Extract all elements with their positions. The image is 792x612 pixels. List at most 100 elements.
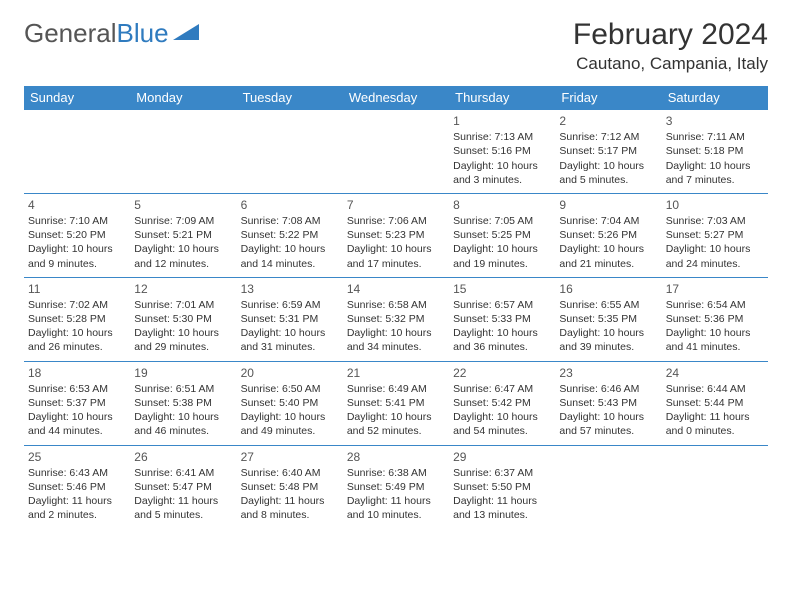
sunset-line: Sunset: 5:31 PM (241, 312, 339, 326)
calendar-day-cell: 14Sunrise: 6:58 AMSunset: 5:32 PMDayligh… (343, 277, 449, 361)
day-number: 25 (28, 449, 126, 465)
sunrise-line: Sunrise: 7:09 AM (134, 214, 232, 228)
sunrise-line: Sunrise: 6:53 AM (28, 382, 126, 396)
calendar-day-cell: 19Sunrise: 6:51 AMSunset: 5:38 PMDayligh… (130, 361, 236, 445)
sunrise-line: Sunrise: 7:13 AM (453, 130, 551, 144)
sunset-line: Sunset: 5:17 PM (559, 144, 657, 158)
sunset-line: Sunset: 5:40 PM (241, 396, 339, 410)
calendar-day-cell: 9Sunrise: 7:04 AMSunset: 5:26 PMDaylight… (555, 193, 661, 277)
sunset-line: Sunset: 5:49 PM (347, 480, 445, 494)
calendar-day-cell: 18Sunrise: 6:53 AMSunset: 5:37 PMDayligh… (24, 361, 130, 445)
daylight-line: Daylight: 10 hours and 17 minutes. (347, 242, 445, 270)
sunrise-line: Sunrise: 7:12 AM (559, 130, 657, 144)
calendar-empty-cell (662, 445, 768, 528)
day-number: 27 (241, 449, 339, 465)
daylight-line: Daylight: 10 hours and 24 minutes. (666, 242, 764, 270)
calendar-day-cell: 29Sunrise: 6:37 AMSunset: 5:50 PMDayligh… (449, 445, 555, 528)
sunrise-line: Sunrise: 7:02 AM (28, 298, 126, 312)
daylight-line: Daylight: 10 hours and 57 minutes. (559, 410, 657, 438)
sunset-line: Sunset: 5:20 PM (28, 228, 126, 242)
sunset-line: Sunset: 5:22 PM (241, 228, 339, 242)
calendar-day-cell: 26Sunrise: 6:41 AMSunset: 5:47 PMDayligh… (130, 445, 236, 528)
sunrise-line: Sunrise: 7:10 AM (28, 214, 126, 228)
daylight-line: Daylight: 11 hours and 8 minutes. (241, 494, 339, 522)
sunset-line: Sunset: 5:42 PM (453, 396, 551, 410)
calendar-week-row: 4Sunrise: 7:10 AMSunset: 5:20 PMDaylight… (24, 193, 768, 277)
title-block: February 2024 Cautano, Campania, Italy (573, 18, 768, 74)
day-number: 28 (347, 449, 445, 465)
sunset-line: Sunset: 5:41 PM (347, 396, 445, 410)
sunset-line: Sunset: 5:18 PM (666, 144, 764, 158)
daylight-line: Daylight: 11 hours and 13 minutes. (453, 494, 551, 522)
daylight-line: Daylight: 10 hours and 9 minutes. (28, 242, 126, 270)
calendar-body: 1Sunrise: 7:13 AMSunset: 5:16 PMDaylight… (24, 110, 768, 529)
logo-text-general: General (24, 18, 117, 49)
sunset-line: Sunset: 5:25 PM (453, 228, 551, 242)
sunrise-line: Sunrise: 6:50 AM (241, 382, 339, 396)
weekday-header: Sunday (24, 86, 130, 110)
sunset-line: Sunset: 5:28 PM (28, 312, 126, 326)
sunrise-line: Sunrise: 6:37 AM (453, 466, 551, 480)
sunrise-line: Sunrise: 6:49 AM (347, 382, 445, 396)
calendar-day-cell: 3Sunrise: 7:11 AMSunset: 5:18 PMDaylight… (662, 110, 768, 194)
calendar-empty-cell (24, 110, 130, 194)
day-number: 10 (666, 197, 764, 213)
sunrise-line: Sunrise: 6:57 AM (453, 298, 551, 312)
sunrise-line: Sunrise: 6:41 AM (134, 466, 232, 480)
header: GeneralBlue February 2024 Cautano, Campa… (24, 18, 768, 74)
daylight-line: Daylight: 11 hours and 5 minutes. (134, 494, 232, 522)
calendar-day-cell: 28Sunrise: 6:38 AMSunset: 5:49 PMDayligh… (343, 445, 449, 528)
sunrise-line: Sunrise: 6:58 AM (347, 298, 445, 312)
day-number: 11 (28, 281, 126, 297)
calendar-week-row: 11Sunrise: 7:02 AMSunset: 5:28 PM Dayligh… (24, 277, 768, 361)
sunset-line: Sunset: 5:21 PM (134, 228, 232, 242)
calendar-day-cell: 21Sunrise: 6:49 AMSunset: 5:41 PMDayligh… (343, 361, 449, 445)
day-number: 7 (347, 197, 445, 213)
sunset-line: Sunset: 5:26 PM (559, 228, 657, 242)
day-number: 18 (28, 365, 126, 381)
daylight-line: Daylight: 10 hours and 3 minutes. (453, 159, 551, 187)
daylight-line: Daylight: 10 hours and 5 minutes. (559, 159, 657, 187)
daylight-line: Daylight: 10 hours and 41 minutes. (666, 326, 764, 354)
sunrise-line: Sunrise: 6:51 AM (134, 382, 232, 396)
daylight-line: Daylight: 10 hours and 29 minutes. (134, 326, 232, 354)
sunrise-line: Sunrise: 6:44 AM (666, 382, 764, 396)
daylight-line: Daylight: 10 hours and 12 minutes. (134, 242, 232, 270)
calendar-day-cell: 20Sunrise: 6:50 AMSunset: 5:40 PMDayligh… (237, 361, 343, 445)
weekday-header: Wednesday (343, 86, 449, 110)
calendar-day-cell: 23Sunrise: 6:46 AMSunset: 5:43 PMDayligh… (555, 361, 661, 445)
calendar-day-cell: 10Sunrise: 7:03 AMSunset: 5:27 PMDayligh… (662, 193, 768, 277)
sunrise-line: Sunrise: 6:43 AM (28, 466, 126, 480)
day-number: 17 (666, 281, 764, 297)
daylight-line: Daylight: 10 hours and 39 minutes. (559, 326, 657, 354)
daylight-line: Daylight: 11 hours and 0 minutes. (666, 410, 764, 438)
sunset-line: Sunset: 5:50 PM (453, 480, 551, 494)
daylight-line: Daylight: 10 hours and 52 minutes. (347, 410, 445, 438)
calendar-day-cell: 16Sunrise: 6:55 AMSunset: 5:35 PMDayligh… (555, 277, 661, 361)
calendar-day-cell: 17Sunrise: 6:54 AMSunset: 5:36 PMDayligh… (662, 277, 768, 361)
sunrise-line: Sunrise: 7:11 AM (666, 130, 764, 144)
calendar-day-cell: 7Sunrise: 7:06 AMSunset: 5:23 PMDaylight… (343, 193, 449, 277)
logo-triangle-icon (173, 18, 201, 49)
calendar-empty-cell (343, 110, 449, 194)
daylight-line: Daylight: 10 hours and 34 minutes. (347, 326, 445, 354)
day-number: 15 (453, 281, 551, 297)
sunset-line: Sunset: 5:23 PM (347, 228, 445, 242)
sunrise-line: Sunrise: 6:38 AM (347, 466, 445, 480)
sunrise-line: Sunrise: 6:40 AM (241, 466, 339, 480)
sunset-line: Sunset: 5:46 PM (28, 480, 126, 494)
day-number: 8 (453, 197, 551, 213)
calendar-day-cell: 8Sunrise: 7:05 AMSunset: 5:25 PMDaylight… (449, 193, 555, 277)
daylight-line: Daylight: 11 hours and 2 minutes. (28, 494, 126, 522)
sunset-line: Sunset: 5:35 PM (559, 312, 657, 326)
daylight-line: Daylight: 10 hours and 19 minutes. (453, 242, 551, 270)
calendar-day-cell: 24Sunrise: 6:44 AMSunset: 5:44 PMDayligh… (662, 361, 768, 445)
sunrise-line: Sunrise: 6:55 AM (559, 298, 657, 312)
day-number: 23 (559, 365, 657, 381)
daylight-line: Daylight: 10 hours and 44 minutes. (28, 410, 126, 438)
month-title: February 2024 (573, 18, 768, 52)
calendar-day-cell: 4Sunrise: 7:10 AMSunset: 5:20 PMDaylight… (24, 193, 130, 277)
calendar-day-cell: 15Sunrise: 6:57 AMSunset: 5:33 PMDayligh… (449, 277, 555, 361)
daylight-line: Daylight: 10 hours and 31 minutes. (241, 326, 339, 354)
day-number: 20 (241, 365, 339, 381)
